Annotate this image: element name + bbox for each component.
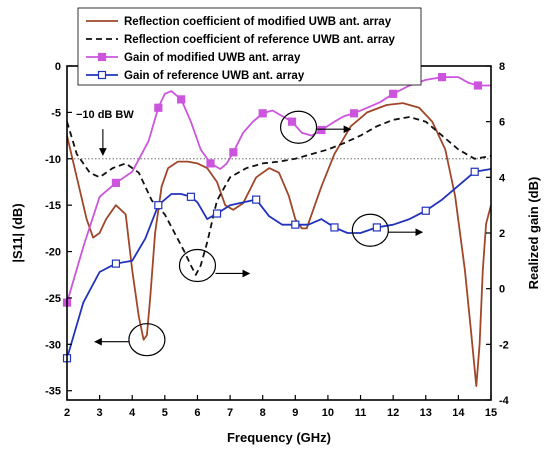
- y-axis-left-title: |S11| (dB): [10, 203, 25, 262]
- x-tick-label: 15: [485, 407, 497, 419]
- x-tick-label: 9: [292, 407, 298, 419]
- annotation-circle-2: [178, 248, 217, 283]
- series-marker-3: [317, 125, 326, 135]
- series-marker-3: [111, 178, 121, 187]
- threshold-label: −10 dB BW: [76, 109, 134, 121]
- series-layer: [67, 76, 491, 388]
- series-marker-4: [330, 223, 339, 232]
- series-marker-4: [372, 223, 381, 232]
- x-tick-label: 5: [162, 407, 168, 419]
- y-axis-right-ticks: -4 -2 0 2 4 6 8: [486, 61, 510, 407]
- series-marker-4: [154, 201, 163, 210]
- legend-label-4: Gain of reference UWB ant. array: [124, 70, 305, 82]
- x-tick-label: 10: [322, 407, 334, 419]
- annotation-circle-4: [351, 213, 389, 247]
- series-line-2: [67, 116, 491, 276]
- x-tick-label: 7: [227, 407, 233, 419]
- x-axis-ticks: 2 3 4 5 6 7 8 9 10 11 12 13 14 15: [64, 395, 497, 419]
- series-marker-3: [349, 109, 359, 118]
- series-marker-3: [206, 159, 215, 168]
- y-left-tick-label: 0: [55, 61, 61, 73]
- series-marker-3: [473, 81, 483, 90]
- series-marker-4: [186, 192, 196, 201]
- x-tick-label: 12: [387, 407, 399, 419]
- series-marker-3: [177, 95, 186, 104]
- annotation-circle-1: [128, 323, 166, 357]
- y-left-tick-label: -15: [45, 200, 61, 212]
- x-tick-label: 11: [355, 407, 367, 419]
- series-marker-4: [470, 167, 479, 176]
- y-left-tick-label: -25: [45, 293, 61, 305]
- x-tick-label: 2: [64, 407, 70, 419]
- legend-label-3: Gain of modified UWB ant. array: [124, 52, 301, 64]
- legend-box: [77, 7, 422, 86]
- x-tick-label: 6: [194, 407, 200, 419]
- y-right-tick-label: 0: [499, 284, 505, 296]
- series-marker-4: [421, 206, 430, 215]
- y-right-tick-label: 6: [499, 117, 505, 129]
- marker-layer: [62, 73, 483, 363]
- y-left-tick-label: -10: [45, 154, 61, 166]
- y-right-tick-label: -2: [499, 339, 509, 351]
- series-marker-3: [229, 148, 238, 157]
- x-tick-label: 13: [420, 407, 432, 419]
- legend-label-2: Reflection coefficient of reference UWB …: [124, 34, 396, 46]
- series-marker-3: [258, 109, 267, 118]
- legend-marker-3: [97, 52, 107, 62]
- annotation-layer: [94, 110, 424, 357]
- series-marker-3: [437, 73, 447, 82]
- x-axis-title: Frequency (GHz): [227, 430, 331, 445]
- x-tick-label: 3: [97, 407, 103, 419]
- annotation-circle-3: [279, 110, 318, 144]
- series-marker-3: [287, 117, 297, 126]
- y-right-tick-label: -4: [499, 395, 510, 407]
- legend-label-1: Reflection coefficient of modified UWB a…: [124, 16, 392, 28]
- y-right-tick-label: 2: [499, 228, 505, 240]
- series-marker-4: [252, 195, 261, 204]
- y-left-tick-label: -30: [45, 339, 61, 351]
- y-axis-right-title: Realized gain (dB): [526, 177, 541, 290]
- series-marker-3: [389, 89, 398, 98]
- y-axis-left-ticks: 0 -5 -10 -15 -20 -25 -30 -35: [45, 61, 72, 398]
- x-tick-label: 4: [129, 407, 136, 419]
- y-left-tick-label: -35: [45, 386, 61, 398]
- series-marker-4: [111, 259, 121, 268]
- legend: Reflection coefficient of modified UWB a…: [77, 7, 422, 86]
- series-line-1: [67, 102, 491, 388]
- legend-marker-4: [97, 70, 107, 80]
- x-tick-label: 14: [452, 407, 465, 419]
- series-marker-4: [212, 209, 222, 218]
- series-line-4: [67, 168, 491, 359]
- x-tick-label: 8: [260, 407, 266, 419]
- series-marker-3: [154, 103, 163, 112]
- y-left-tick-label: -5: [51, 107, 61, 119]
- y-left-tick-label: -20: [45, 247, 61, 259]
- y-right-tick-label: 8: [499, 61, 505, 73]
- y-right-tick-label: 4: [499, 172, 506, 184]
- series-marker-4: [291, 220, 300, 229]
